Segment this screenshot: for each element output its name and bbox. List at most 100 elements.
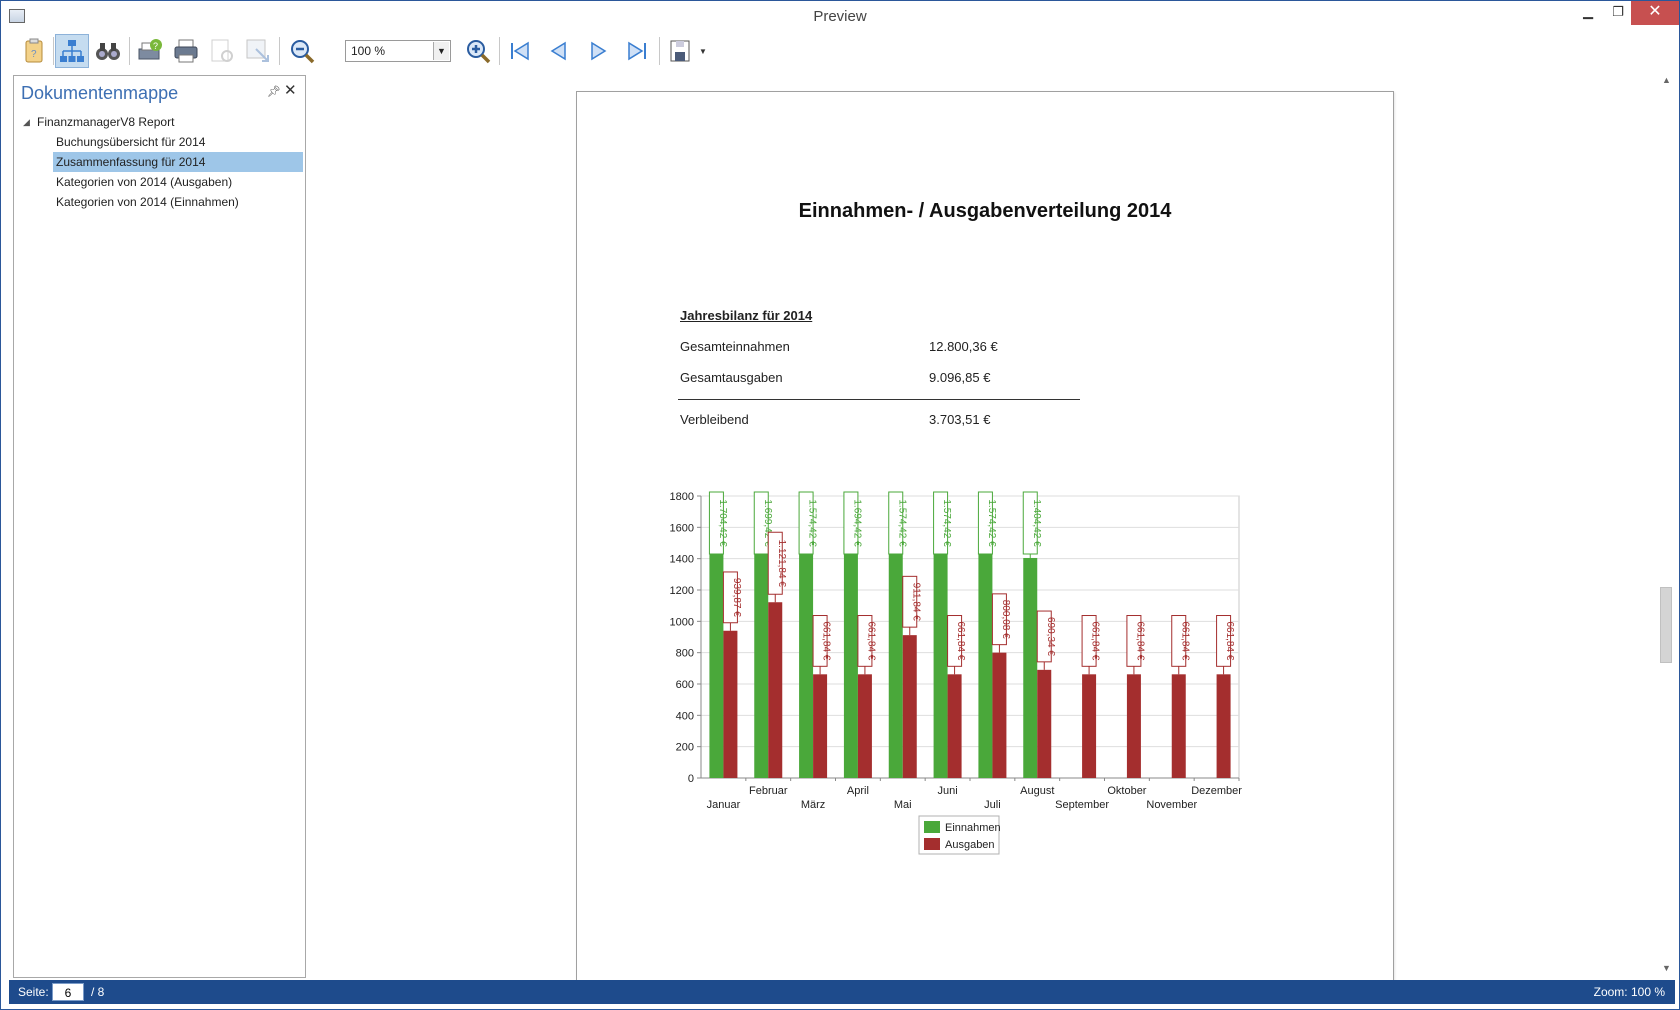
bar-einnahmen bbox=[933, 531, 948, 778]
first-page-icon[interactable] bbox=[503, 34, 537, 68]
clipboard-icon[interactable]: ? bbox=[17, 34, 51, 68]
remaining-label: Verbleibend bbox=[680, 412, 749, 427]
data-label-box bbox=[1081, 615, 1097, 667]
data-label: 1.574,42 € bbox=[807, 499, 818, 547]
bar-ausgaben bbox=[947, 674, 962, 778]
bar-ausgaben bbox=[857, 674, 872, 778]
data-label-box bbox=[1126, 615, 1142, 667]
tree-item-kategorien-einnahmen[interactable]: Kategorien von 2014 (Einnahmen) bbox=[21, 192, 301, 212]
next-page-icon[interactable] bbox=[581, 34, 615, 68]
chevron-down-icon[interactable]: ▼ bbox=[433, 42, 449, 60]
zoom-status: Zoom: 100 % bbox=[1593, 985, 1665, 999]
data-label: 661,84 € bbox=[955, 621, 966, 660]
pin-icon[interactable]: 📌︎ bbox=[267, 86, 281, 98]
document-map-icon[interactable] bbox=[55, 34, 89, 68]
tree-item-label: Kategorien von 2014 (Ausgaben) bbox=[56, 175, 233, 189]
income-expense-chart: 0 200 400 600 800 1000 1200 1400 1600 1800 Januar F… bbox=[670, 491, 1242, 855]
expenses-value: 9.096,85 € bbox=[929, 370, 991, 385]
vertical-scrollbar[interactable]: ▲ ▼ bbox=[1657, 75, 1675, 979]
x-tick-label: November bbox=[1146, 799, 1197, 811]
bar-ausgaben bbox=[723, 630, 738, 778]
document-tree: ◢ FinanzmanagerV8 Report Buchungsübersic… bbox=[21, 112, 303, 212]
zoom-in-icon[interactable] bbox=[461, 34, 495, 68]
data-label-box bbox=[1216, 615, 1232, 667]
data-label-box bbox=[888, 491, 904, 555]
bar-einnahmen bbox=[978, 531, 993, 778]
page-number-input[interactable]: 6 bbox=[52, 983, 84, 1001]
data-label-box bbox=[1036, 610, 1052, 663]
y-tick-label: 600 bbox=[676, 679, 694, 691]
x-tick-label: Mai bbox=[894, 799, 912, 811]
export-save-icon[interactable] bbox=[664, 34, 698, 68]
data-label-box bbox=[902, 575, 918, 628]
tree-root[interactable]: ◢ FinanzmanagerV8 Report bbox=[21, 112, 301, 132]
bar-ausgaben bbox=[1037, 669, 1052, 778]
legend-swatch bbox=[924, 838, 940, 850]
bar-ausgaben bbox=[1126, 674, 1141, 778]
minimize-button[interactable]: ▁ bbox=[1583, 4, 1593, 19]
data-label: 1.574,42 € bbox=[896, 499, 907, 547]
x-tick-label: Februar bbox=[749, 785, 788, 797]
data-label-box bbox=[857, 615, 873, 667]
x-tick-label: März bbox=[801, 799, 825, 811]
divider bbox=[678, 399, 1080, 400]
y-tick-label: 0 bbox=[688, 773, 694, 785]
x-tick-label: Dezember bbox=[1191, 785, 1242, 797]
restore-button[interactable]: ❐ bbox=[1612, 4, 1624, 19]
expenses-label: Gesamtausgaben bbox=[680, 370, 783, 385]
x-tick-label: Januar bbox=[707, 799, 741, 811]
bar-ausgaben bbox=[768, 602, 783, 778]
print-help-icon[interactable]: ? bbox=[133, 34, 167, 68]
legend-label: Einnahmen bbox=[945, 822, 1001, 834]
data-label: 1.404,42 € bbox=[1031, 499, 1042, 547]
report-page: Einnahmen- / Ausgabenverteilung 2014 Jah… bbox=[576, 91, 1394, 991]
data-label: 1.121,84 € bbox=[776, 540, 787, 588]
data-label: 1.704,42 € bbox=[717, 499, 728, 547]
page-label: Seite: bbox=[18, 985, 49, 999]
y-tick-label: 200 bbox=[676, 742, 694, 754]
report-title: Einnahmen- / Ausgabenverteilung 2014 bbox=[798, 200, 1172, 222]
app-icon[interactable] bbox=[9, 9, 25, 23]
data-label-box bbox=[977, 491, 993, 555]
previous-page-icon[interactable] bbox=[542, 34, 576, 68]
panel-close-icon[interactable]: ✕ bbox=[284, 82, 297, 99]
bar-ausgaben bbox=[992, 652, 1007, 778]
tree-item-label: Kategorien von 2014 (Einnahmen) bbox=[56, 195, 239, 209]
page-setup-icon[interactable] bbox=[205, 34, 239, 68]
scroll-thumb[interactable] bbox=[1660, 587, 1672, 663]
data-label: 661,84 € bbox=[865, 621, 876, 660]
zoom-select[interactable]: 100 % ▼ bbox=[345, 40, 451, 62]
plot-area bbox=[700, 495, 1240, 779]
data-label: 911,84 € bbox=[910, 583, 921, 622]
bar-einnahmen bbox=[888, 531, 903, 778]
last-page-icon[interactable] bbox=[620, 34, 654, 68]
search-binoculars-icon[interactable] bbox=[91, 34, 125, 68]
window-title: Preview bbox=[813, 8, 867, 25]
x-tick-label: April bbox=[847, 785, 869, 797]
svg-text:?: ? bbox=[31, 49, 37, 60]
y-tick-label: 1000 bbox=[670, 616, 694, 628]
section-title: Jahresbilanz für 2014 bbox=[680, 308, 813, 323]
zoom-value: 100 % bbox=[351, 44, 386, 58]
close-button[interactable]: ✕ bbox=[1631, 1, 1679, 25]
x-tick-label: Juli bbox=[984, 799, 1001, 811]
scale-icon[interactable] bbox=[241, 34, 275, 68]
data-label: 661,84 € bbox=[1134, 621, 1145, 660]
tree-item-buchungsuebersicht[interactable]: Buchungsübersicht für 2014 bbox=[21, 132, 301, 152]
data-label: 1.574,42 € bbox=[986, 499, 997, 547]
data-label: 661,84 € bbox=[1179, 621, 1190, 660]
data-label: 690,34 € bbox=[1045, 617, 1056, 656]
x-tick-label: September bbox=[1055, 799, 1109, 811]
export-dropdown-icon[interactable]: ▼ bbox=[699, 46, 707, 56]
scroll-up-icon[interactable]: ▲ bbox=[1662, 75, 1671, 85]
y-tick-label: 1600 bbox=[670, 522, 694, 534]
tree-item-zusammenfassung[interactable]: Zusammenfassung für 2014 bbox=[21, 152, 303, 172]
printer-icon[interactable] bbox=[169, 34, 203, 68]
data-label-box bbox=[933, 491, 949, 555]
data-label-box bbox=[947, 615, 963, 667]
data-label: 661,84 € bbox=[1224, 621, 1235, 660]
scroll-down-icon[interactable]: ▼ bbox=[1662, 963, 1671, 973]
zoom-out-icon[interactable] bbox=[285, 34, 319, 68]
tree-item-kategorien-ausgaben[interactable]: Kategorien von 2014 (Ausgaben) bbox=[21, 172, 301, 192]
collapse-triangle-icon[interactable]: ◢ bbox=[23, 117, 30, 127]
